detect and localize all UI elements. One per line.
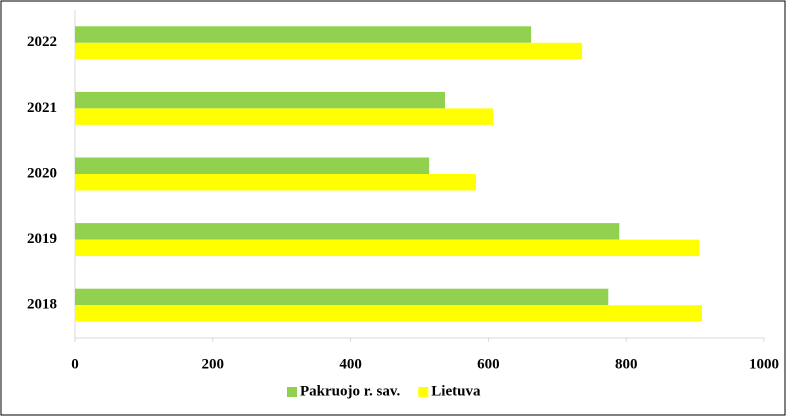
x-tick-label: 1000: [749, 356, 779, 372]
legend-label: Lietuva: [431, 383, 481, 399]
y-tick-label: 2022: [27, 34, 57, 50]
bar: [75, 108, 494, 125]
x-tick-label: 400: [339, 356, 362, 372]
bar: [75, 305, 702, 322]
bar: [75, 288, 609, 306]
x-tick-label: 0: [71, 356, 79, 372]
bar: [75, 157, 430, 174]
y-tick-label: 2020: [27, 165, 57, 181]
y-tick-label: 2019: [27, 231, 57, 247]
legend-label: Pakruojo r. sav.: [300, 383, 401, 399]
bar: [75, 91, 445, 109]
legend-swatch: [287, 387, 297, 397]
bar: [75, 223, 620, 240]
x-tick-label: 600: [477, 356, 500, 372]
bar: [75, 174, 476, 191]
bar: [75, 239, 700, 257]
x-tick-label: 200: [202, 356, 225, 372]
y-tick-label: 2018: [27, 297, 57, 313]
y-tick-label: 2021: [27, 100, 57, 116]
x-tick-label: 800: [615, 356, 638, 372]
legend-swatch: [418, 387, 429, 397]
bar: [75, 26, 532, 43]
bar: [75, 42, 583, 60]
